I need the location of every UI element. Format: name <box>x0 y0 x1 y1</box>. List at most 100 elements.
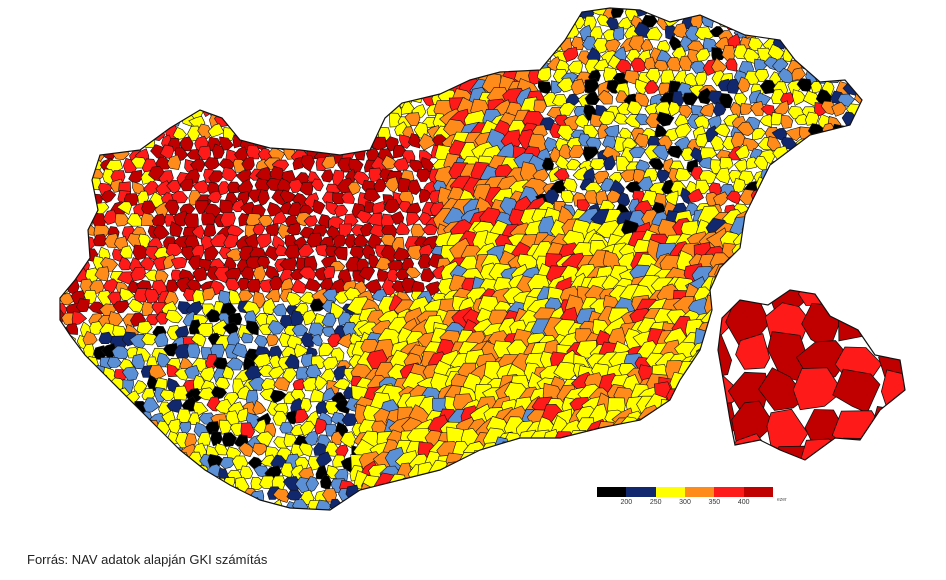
municipality-cell <box>688 415 714 439</box>
municipality-cell <box>432 8 459 11</box>
municipality-cell <box>221 432 237 448</box>
municipality-cell <box>60 104 72 117</box>
municipality-cell <box>733 159 749 173</box>
municipality-cell <box>207 497 226 510</box>
municipality-cell <box>828 241 847 263</box>
municipality-cell <box>178 511 192 525</box>
municipality-cell <box>784 188 802 205</box>
municipality-cell <box>68 477 84 493</box>
municipality-cell <box>61 23 76 39</box>
municipality-cell <box>458 56 484 78</box>
municipality-cell <box>879 70 892 84</box>
municipality-cell <box>60 48 66 63</box>
municipality-cell <box>65 189 79 206</box>
municipality-cell <box>107 356 123 368</box>
municipality-cell <box>565 472 588 493</box>
municipality-cell <box>269 498 284 510</box>
municipality-cell <box>507 498 528 510</box>
municipality-cell <box>762 192 780 208</box>
budapest-district <box>876 435 905 460</box>
legend-color-bar <box>597 487 773 497</box>
municipality-cell <box>386 268 399 282</box>
municipality-cell <box>320 115 336 130</box>
municipality-cell <box>423 492 445 510</box>
municipality-cell <box>159 499 177 510</box>
municipality-cell <box>445 28 471 53</box>
municipality-cell <box>257 189 270 207</box>
municipality-cell <box>842 71 857 85</box>
municipality-cell <box>60 150 70 164</box>
municipality-cell <box>420 267 435 283</box>
municipality-cell <box>455 34 480 57</box>
municipality-cell <box>747 454 770 476</box>
municipality-cell <box>295 212 313 227</box>
municipality-cell <box>307 15 325 30</box>
municipality-cell <box>766 0 777 5</box>
municipality-cell <box>734 257 756 275</box>
municipality-cell <box>682 92 699 106</box>
municipality-cell <box>81 368 94 385</box>
municipality-cell <box>151 0 165 7</box>
municipality-cell <box>386 8 404 22</box>
municipality-cell <box>60 467 76 484</box>
municipality-cell <box>328 8 345 19</box>
municipality-cell <box>217 25 234 41</box>
municipality-cell <box>562 46 579 63</box>
municipality-cell <box>132 71 152 86</box>
municipality-cell <box>60 200 75 213</box>
municipality-cell <box>243 28 257 42</box>
municipality-cell <box>60 455 70 469</box>
municipality-cell <box>555 8 569 17</box>
municipality-cell <box>855 37 862 53</box>
municipality-cell <box>322 288 338 304</box>
municipality-cell <box>646 459 670 481</box>
municipality-cell <box>60 290 63 305</box>
municipality-cell <box>652 144 669 162</box>
municipality-cell <box>354 78 371 93</box>
municipality-cell <box>756 204 774 221</box>
municipality-cell <box>159 389 177 401</box>
municipality-cell <box>168 468 185 482</box>
municipality-cell <box>91 37 106 53</box>
municipality-cell <box>43 371 57 384</box>
municipality-cell <box>869 18 884 29</box>
municipality-cell <box>839 240 862 264</box>
municipality-cell <box>146 508 159 510</box>
municipality-cell <box>64 402 79 416</box>
municipality-cell <box>127 430 145 448</box>
municipality-cell <box>308 60 324 74</box>
budapest-district <box>792 367 844 411</box>
municipality-cell <box>179 421 192 435</box>
municipality-cell <box>271 100 289 116</box>
legend-swatch-1 <box>626 487 656 497</box>
municipality-cell <box>225 278 241 292</box>
municipality-cell <box>745 255 770 276</box>
municipality-cell <box>694 71 708 87</box>
municipality-cell <box>254 511 269 523</box>
municipality-cell <box>346 8 359 10</box>
municipality-cell <box>73 377 88 393</box>
municipality-cell <box>817 277 838 299</box>
municipality-cell <box>432 25 451 41</box>
municipality-cell <box>309 512 327 524</box>
municipality-cell <box>829 45 844 61</box>
municipality-cell <box>825 165 841 181</box>
municipality-cell <box>186 300 203 316</box>
municipality-cell <box>754 68 770 82</box>
municipality-cell <box>376 268 392 282</box>
municipality-cell <box>534 14 550 28</box>
municipality-cell <box>792 211 816 232</box>
municipality-cell <box>438 45 460 65</box>
municipality-cell <box>106 44 124 60</box>
municipality-cell <box>428 475 448 497</box>
municipality-cell <box>73 487 87 505</box>
municipality-cell <box>408 133 421 149</box>
municipality-cell <box>556 77 576 93</box>
municipality-cell <box>195 8 211 10</box>
municipality-cell <box>60 8 75 21</box>
budapest-district <box>766 445 810 460</box>
municipality-cell <box>683 395 707 415</box>
municipality-cell <box>80 387 95 405</box>
municipality-cell <box>810 145 824 160</box>
municipality-cell <box>814 47 831 64</box>
